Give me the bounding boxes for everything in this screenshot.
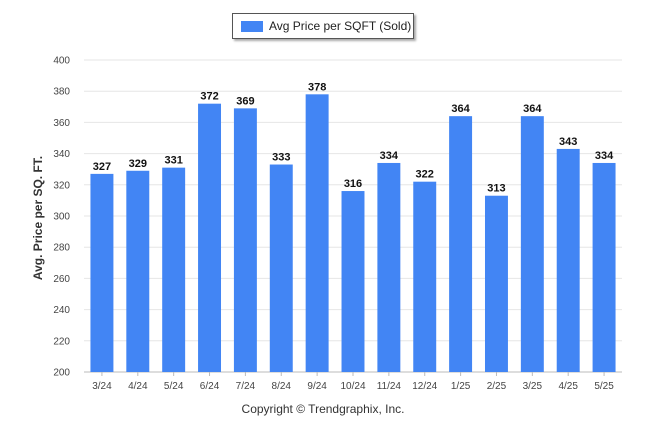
data-label: 364 (451, 103, 470, 115)
y-axis-label: Avg. Price per SQ. FT. (31, 156, 45, 280)
y-tick-label: 360 (53, 118, 70, 129)
bar (377, 162, 401, 372)
bar (484, 195, 508, 372)
bar (162, 167, 186, 372)
legend: Avg Price per SQFT (Sold) (232, 13, 414, 39)
y-tick-label: 400 (53, 56, 70, 67)
bar (556, 148, 580, 372)
bar (520, 116, 544, 372)
data-label: 378 (308, 81, 326, 93)
x-tick-label: 5/25 (594, 381, 614, 392)
bar (198, 103, 222, 373)
x-tick-label: 7/24 (236, 381, 256, 392)
bar (449, 116, 473, 372)
x-tick-label: 5/24 (164, 381, 184, 392)
bar (413, 181, 437, 372)
y-tick-label: 280 (53, 243, 70, 254)
y-tick-label: 320 (53, 180, 70, 191)
data-label: 364 (523, 103, 542, 115)
x-tick-label: 4/25 (558, 381, 578, 392)
bar (592, 162, 616, 372)
data-label: 316 (344, 178, 362, 190)
data-label: 322 (416, 169, 434, 181)
y-tick-label: 300 (53, 212, 70, 223)
data-label: 327 (93, 161, 111, 173)
y-tick-label: 220 (53, 336, 70, 347)
y-axis-ticks: 200 220 240 260 280 300 320 340 360 380 400 (53, 56, 70, 379)
bar (126, 170, 150, 372)
x-tick-label: 1/25 (451, 381, 471, 392)
bar (305, 94, 329, 372)
legend-swatch (241, 21, 263, 32)
bar (341, 191, 365, 372)
x-tick-label: 2/25 (487, 381, 507, 392)
data-label: 372 (200, 91, 218, 103)
legend-label: Avg Price per SQFT (Sold) (269, 19, 412, 33)
x-tick-label: 9/24 (307, 381, 327, 392)
x-tick-label: 12/24 (412, 381, 437, 392)
data-label: 333 (272, 152, 290, 164)
data-label: 329 (129, 158, 147, 170)
y-tick-label: 260 (53, 274, 70, 285)
data-label: 343 (559, 136, 577, 148)
bar (90, 173, 114, 372)
x-tick-label: 8/24 (272, 381, 292, 392)
x-axis-ticks: 3/24 4/24 5/24 6/24 7/24 8/24 9/24 10/24 11/24 12… (92, 372, 614, 392)
bar (269, 164, 293, 372)
x-tick-label: 3/25 (523, 381, 543, 392)
data-label: 331 (164, 155, 182, 167)
y-tick-label: 200 (53, 368, 70, 379)
data-label: 334 (380, 150, 399, 162)
x-tick-label: 6/24 (200, 381, 220, 392)
y-tick-label: 340 (53, 149, 70, 160)
x-tick-label: 10/24 (340, 381, 365, 392)
x-tick-label: 4/24 (128, 381, 148, 392)
data-label: 313 (487, 183, 505, 195)
y-tick-label: 380 (53, 87, 70, 98)
copyright-credit: Copyright © Trendgraphix, Inc. (241, 402, 405, 416)
bar (233, 108, 257, 373)
data-labels: 327 329 331 372 369 333 378 316 334 322 364 313 364 3… (93, 81, 614, 194)
data-label: 369 (236, 95, 254, 107)
data-label: 334 (595, 150, 614, 162)
y-tick-label: 240 (53, 305, 70, 316)
x-tick-label: 3/24 (92, 381, 112, 392)
x-tick-label: 11/24 (377, 381, 402, 392)
bars (90, 94, 616, 373)
